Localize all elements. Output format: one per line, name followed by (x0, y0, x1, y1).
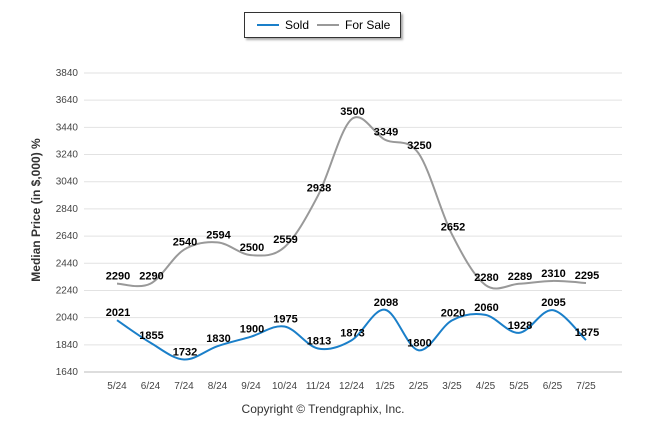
y-axis-ticks: 1640 1840 2040 2240 2440 2640 2840 3040 3240 3440… (56, 68, 79, 378)
x-tick-label: 6/25 (543, 381, 563, 392)
data-label: 1900 (240, 324, 264, 336)
y-tick-label: 3640 (56, 95, 79, 106)
series-lines (116, 116, 587, 361)
data-label: 2594 (206, 229, 231, 241)
x-axis-ticks: 5/24 6/24 7/24 8/24 9/24 10/24 11/24 12/24 1/25 2… (107, 381, 596, 392)
legend-swatch-for-sale (317, 24, 339, 26)
data-label: 1830 (206, 333, 230, 345)
x-tick-label: 1/25 (375, 381, 395, 392)
data-label: 2540 (173, 237, 197, 249)
data-label: 2098 (374, 297, 398, 309)
x-tick-label: 9/24 (241, 381, 261, 392)
y-tick-label: 3440 (56, 122, 79, 133)
y-tick-label: 2840 (56, 204, 79, 215)
series-line-sold (116, 308, 587, 361)
data-label: 1732 (173, 346, 197, 358)
copyright-text: Copyright © Trendgraphix, Inc. (241, 402, 405, 416)
data-label: 2289 (508, 271, 532, 283)
y-tick-label: 3040 (56, 177, 79, 188)
grid-lines (84, 72, 622, 373)
legend-label-sold: Sold (285, 18, 310, 32)
x-tick-label: 6/24 (141, 381, 161, 392)
x-tick-label: 7/25 (576, 381, 596, 392)
legend-swatch-sold (257, 24, 279, 26)
legend: Sold For Sale (244, 12, 401, 38)
y-tick-label: 2440 (56, 258, 79, 269)
data-label: 3349 (374, 127, 398, 139)
data-label: 1975 (273, 313, 297, 325)
y-axis-label: Median Price (in $,000) % (29, 138, 43, 282)
data-label: 2290 (139, 271, 163, 283)
x-tick-label: 10/24 (272, 381, 297, 392)
legend-item-sold[interactable]: Sold (257, 18, 309, 32)
data-label: 2021 (106, 307, 130, 319)
x-tick-label: 7/24 (174, 381, 194, 392)
data-label: 2295 (575, 270, 599, 282)
x-tick-label: 8/24 (208, 381, 228, 392)
data-label: 2095 (541, 297, 565, 309)
y-tick-label: 2240 (56, 285, 79, 296)
data-label: 1928 (508, 320, 532, 332)
data-label: 3250 (407, 140, 431, 152)
x-tick-label: 5/25 (509, 381, 529, 392)
data-label: 1873 (340, 327, 364, 339)
legend-label-for-sale: For Sale (345, 18, 391, 32)
series-line-for-sale (116, 116, 587, 290)
data-label: 2310 (541, 268, 565, 280)
y-tick-label: 2040 (56, 313, 79, 324)
y-tick-label: 2640 (56, 231, 79, 242)
x-tick-label: 3/25 (442, 381, 462, 392)
data-label: 1855 (139, 330, 163, 342)
data-label: 2652 (441, 221, 465, 233)
y-tick-label: 3840 (56, 68, 79, 79)
x-tick-label: 11/24 (306, 381, 331, 392)
data-label: 2290 (106, 271, 130, 283)
legend-item-for-sale[interactable]: For Sale (317, 18, 390, 32)
data-label: 1800 (407, 337, 431, 349)
data-label: 2280 (474, 272, 498, 284)
y-tick-label: 1640 (56, 367, 79, 378)
x-tick-label: 5/24 (107, 381, 127, 392)
data-label: 1813 (307, 335, 331, 347)
data-label: 2500 (240, 242, 264, 254)
data-label: 2020 (441, 307, 465, 319)
y-tick-label: 1840 (56, 340, 79, 351)
x-tick-label: 2/25 (409, 381, 429, 392)
data-labels: 2021 1855 1732 1830 1900 1975 1813 1873 2098 1800… (106, 106, 599, 358)
data-label: 3500 (340, 106, 364, 118)
y-tick-label: 3240 (56, 150, 79, 161)
data-label: 2060 (474, 302, 498, 314)
x-tick-label: 4/25 (476, 381, 496, 392)
data-label: 1875 (575, 327, 599, 339)
data-label: 2559 (273, 234, 297, 246)
data-label: 2938 (307, 183, 331, 195)
x-tick-label: 12/24 (339, 381, 364, 392)
